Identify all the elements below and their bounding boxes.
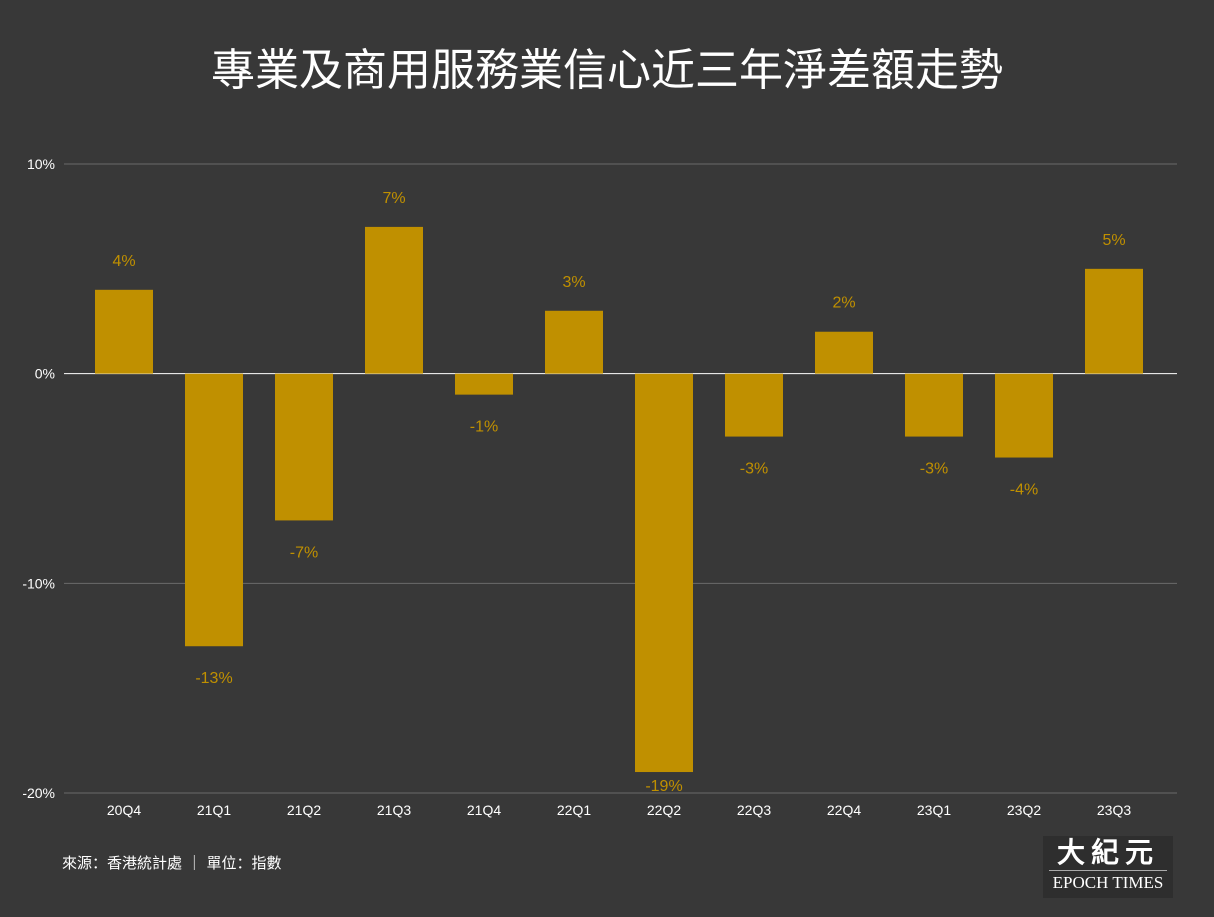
x-tick-label: 20Q4 bbox=[107, 802, 141, 818]
data-label: -1% bbox=[470, 419, 498, 436]
data-label: 5% bbox=[1102, 232, 1125, 249]
bar bbox=[1085, 268, 1143, 374]
logo-divider bbox=[1049, 870, 1167, 871]
bar bbox=[905, 373, 963, 437]
bar bbox=[455, 373, 513, 395]
epoch-times-logo: 大紀元 EPOCH TIMES bbox=[1043, 836, 1173, 898]
x-tick-label: 22Q1 bbox=[557, 802, 591, 818]
y-tick-label: 0% bbox=[35, 366, 55, 382]
data-label: 4% bbox=[112, 253, 135, 270]
x-tick-label: 21Q1 bbox=[197, 802, 231, 818]
x-tick-label: 22Q3 bbox=[737, 802, 771, 818]
x-tick-label: 21Q3 bbox=[377, 802, 411, 818]
logo-en: EPOCH TIMES bbox=[1052, 873, 1164, 892]
chart-title: 專業及商用服務業信心近三年淨差額走勢 bbox=[211, 45, 1003, 96]
bar-chart: 10% 0% -10% -20% 4% 20Q4 -13% 21Q1 -7% 21Q2 7% 21Q3… bbox=[22, 156, 1177, 818]
bar bbox=[185, 373, 243, 647]
data-label: -7% bbox=[290, 544, 318, 561]
bar bbox=[275, 373, 333, 521]
logo-cn: 大紀元 bbox=[1056, 836, 1159, 869]
x-tick-label: 23Q1 bbox=[917, 802, 951, 818]
bar bbox=[545, 310, 603, 374]
bar bbox=[815, 331, 873, 374]
source-note: 來源：香港統計處 ｜ 單位：指數 bbox=[62, 854, 282, 872]
x-tick-label: 22Q2 bbox=[647, 802, 681, 818]
data-label: 7% bbox=[382, 190, 405, 207]
bar bbox=[995, 373, 1053, 458]
y-tick-label: 10% bbox=[27, 156, 55, 172]
bar bbox=[635, 373, 693, 773]
x-tick-label: 21Q2 bbox=[287, 802, 321, 818]
x-tick-label: 23Q2 bbox=[1007, 802, 1041, 818]
data-label: -3% bbox=[920, 461, 948, 478]
data-label: -4% bbox=[1010, 482, 1038, 499]
data-label: -13% bbox=[195, 670, 232, 687]
y-tick-label: -10% bbox=[22, 575, 55, 591]
x-tick-label: 23Q3 bbox=[1097, 802, 1131, 818]
data-label: 2% bbox=[832, 295, 855, 312]
data-label: -19% bbox=[645, 778, 682, 795]
bar bbox=[725, 373, 783, 437]
bar bbox=[365, 226, 423, 374]
x-tick-label: 21Q4 bbox=[467, 802, 501, 818]
bar bbox=[95, 289, 153, 374]
y-tick-label: -20% bbox=[22, 785, 55, 801]
data-label: 3% bbox=[562, 274, 585, 291]
data-label: -3% bbox=[740, 461, 768, 478]
x-tick-label: 22Q4 bbox=[827, 802, 861, 818]
